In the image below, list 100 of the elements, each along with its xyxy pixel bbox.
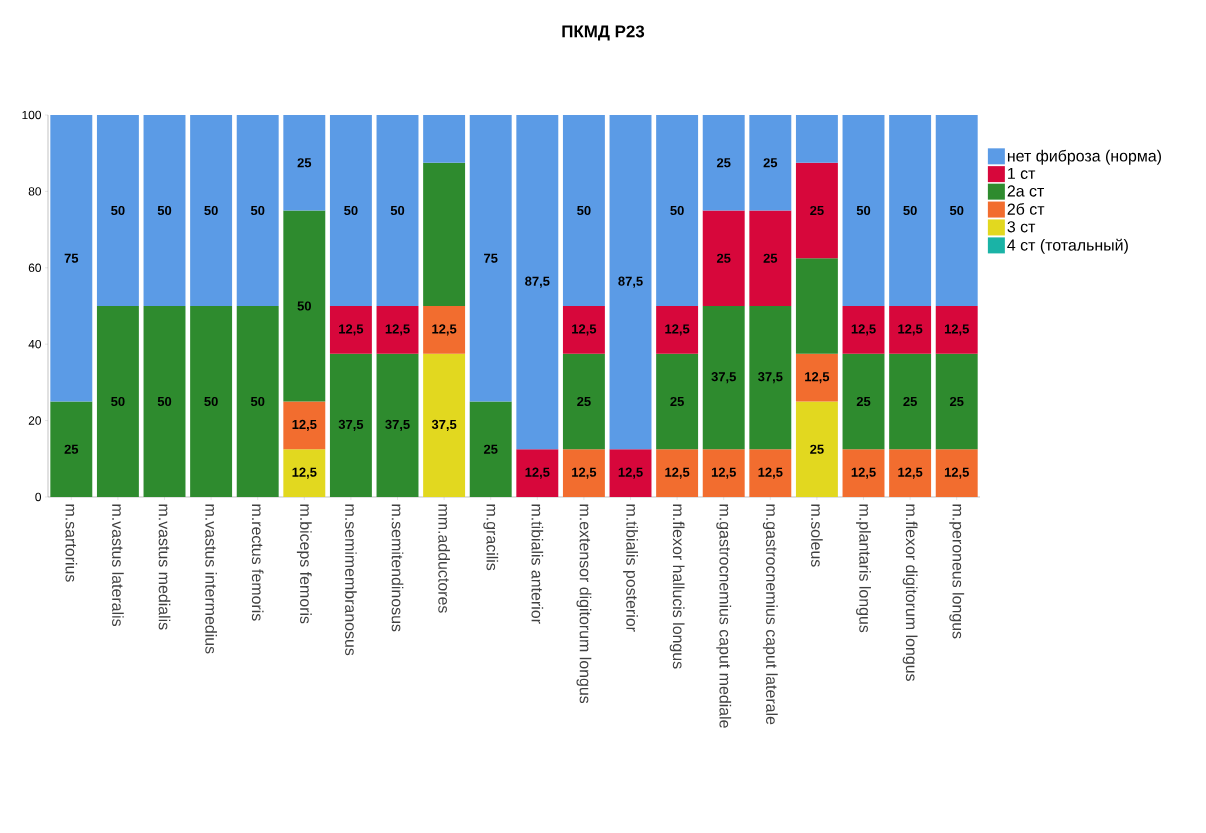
- legend-label: 2б ст: [1007, 202, 1045, 215]
- bar: [143, 114, 186, 306]
- bar: [423, 114, 466, 163]
- legend-label: нет фиброза (норма): [1007, 149, 1161, 165]
- bar: [656, 449, 699, 497]
- bar: [935, 449, 978, 497]
- data-label: 25: [949, 396, 964, 407]
- y-tick-label: 0: [35, 492, 42, 502]
- data-label: 37,5: [385, 419, 410, 431]
- chart-title: ПКМД Р23: [562, 25, 645, 41]
- bar: [702, 305, 745, 450]
- data-label: 12,5: [711, 467, 736, 479]
- data-label: 50: [250, 396, 265, 407]
- data-label: 12,5: [665, 324, 690, 336]
- bar: [469, 401, 512, 497]
- bar: [236, 305, 279, 497]
- bar: [96, 305, 139, 497]
- bar: [96, 114, 139, 306]
- data-label: 25: [856, 396, 871, 407]
- data-label: 50: [250, 205, 265, 216]
- bar: [143, 305, 186, 497]
- x-tick-label: m.flexor hallucis longus: [669, 504, 685, 669]
- bar: [283, 401, 326, 450]
- data-label: 25: [716, 253, 731, 263]
- data-label: 50: [157, 396, 172, 407]
- x-tick-label: m.soleus: [811, 504, 823, 567]
- data-label: 12,5: [618, 467, 643, 479]
- data-label: 12,5: [572, 324, 597, 336]
- bar: [935, 353, 978, 450]
- bar: [935, 114, 978, 306]
- x-tick-label: m.semimembranosus: [345, 504, 357, 656]
- x-tick-label: m.tibialis posterior: [623, 504, 638, 632]
- bar: [376, 353, 419, 497]
- bar: [935, 305, 978, 354]
- bar: [423, 353, 466, 497]
- legend-label: 3 ст: [1007, 221, 1036, 233]
- data-label: 25: [763, 158, 778, 168]
- x-tick-label: m.vastus intermedius: [205, 504, 217, 654]
- legend-label: 4 ст (тотальный): [1007, 238, 1128, 254]
- x-tick-label: m.biceps femoris: [296, 504, 312, 624]
- data-label: 12,5: [898, 467, 923, 479]
- bar: [795, 401, 838, 497]
- bar: [283, 210, 326, 402]
- x-tick-label: m.sartorius: [65, 504, 78, 582]
- x-tick-label: m.plantaris longus: [856, 504, 871, 633]
- data-label: 37,5: [338, 419, 364, 431]
- x-tick-label: m.peroneus longus: [949, 504, 965, 639]
- bar: [889, 353, 932, 450]
- bar: [609, 449, 652, 497]
- data-label: 37,5: [711, 372, 736, 384]
- data-label: 12,5: [572, 467, 597, 479]
- data-label: 12,5: [432, 324, 457, 336]
- bar: [749, 114, 792, 211]
- bar: [50, 114, 93, 402]
- bar: [562, 353, 605, 450]
- bar: [842, 114, 885, 306]
- x-tick-label: m.tibialis anterior: [531, 504, 544, 624]
- bar: [889, 305, 932, 354]
- x-tick-label: m.flexor digitorum longus: [902, 504, 918, 681]
- y-tick-label: 80: [28, 187, 42, 196]
- bar: [562, 449, 605, 497]
- bar: [329, 114, 372, 306]
- legend-label: 1 ст: [1008, 167, 1036, 180]
- x-tick-label: m.gracilis: [483, 504, 499, 571]
- bar: [562, 305, 605, 354]
- y-tick-label: 20: [28, 416, 42, 425]
- data-label: 12,5: [758, 467, 783, 479]
- bar: [376, 114, 419, 306]
- data-label: 87,5: [618, 276, 643, 288]
- bar: [656, 305, 699, 354]
- y-tick-label: 100: [22, 110, 42, 120]
- bar: [749, 449, 792, 497]
- x-tick-label: m.vastus medialis: [158, 504, 171, 630]
- bar: [795, 162, 838, 259]
- data-label: 25: [670, 396, 684, 407]
- bar: [283, 114, 326, 211]
- bar: [795, 353, 838, 402]
- bar: [190, 114, 233, 306]
- bar: [376, 305, 419, 354]
- data-label: 25: [64, 444, 79, 454]
- data-label: 12,5: [944, 324, 969, 336]
- data-label: 25: [483, 444, 498, 454]
- x-tick-label: m.vastus lateralis: [112, 504, 124, 627]
- bar: [562, 114, 605, 306]
- bar: [842, 353, 885, 450]
- data-label: 50: [111, 396, 125, 407]
- bar: [423, 305, 466, 354]
- data-label: 12,5: [292, 467, 317, 479]
- data-label: 37,5: [431, 419, 457, 431]
- bar: [423, 162, 466, 306]
- data-label: 25: [297, 158, 312, 168]
- bar: [50, 401, 93, 497]
- x-tick-label: m.extensor digitorum longus: [576, 504, 592, 704]
- data-label: 12,5: [339, 324, 364, 336]
- data-label: 25: [810, 205, 824, 216]
- bar: [702, 114, 745, 211]
- data-label: 37,5: [758, 372, 783, 384]
- y-tick-label: 40: [28, 339, 42, 349]
- bar: [190, 305, 233, 497]
- bar: [842, 449, 885, 497]
